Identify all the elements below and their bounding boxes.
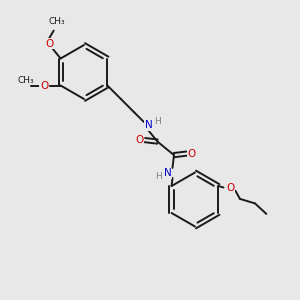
Text: H: H: [154, 117, 161, 126]
Text: O: O: [188, 148, 196, 159]
Text: CH₃: CH₃: [18, 76, 34, 85]
Text: O: O: [135, 135, 144, 145]
Text: N: N: [164, 168, 172, 178]
Text: CH₃: CH₃: [48, 17, 65, 26]
Text: O: O: [40, 80, 48, 91]
Text: O: O: [226, 183, 235, 194]
Text: H: H: [156, 172, 162, 181]
Text: O: O: [45, 38, 53, 49]
Text: N: N: [145, 120, 152, 130]
